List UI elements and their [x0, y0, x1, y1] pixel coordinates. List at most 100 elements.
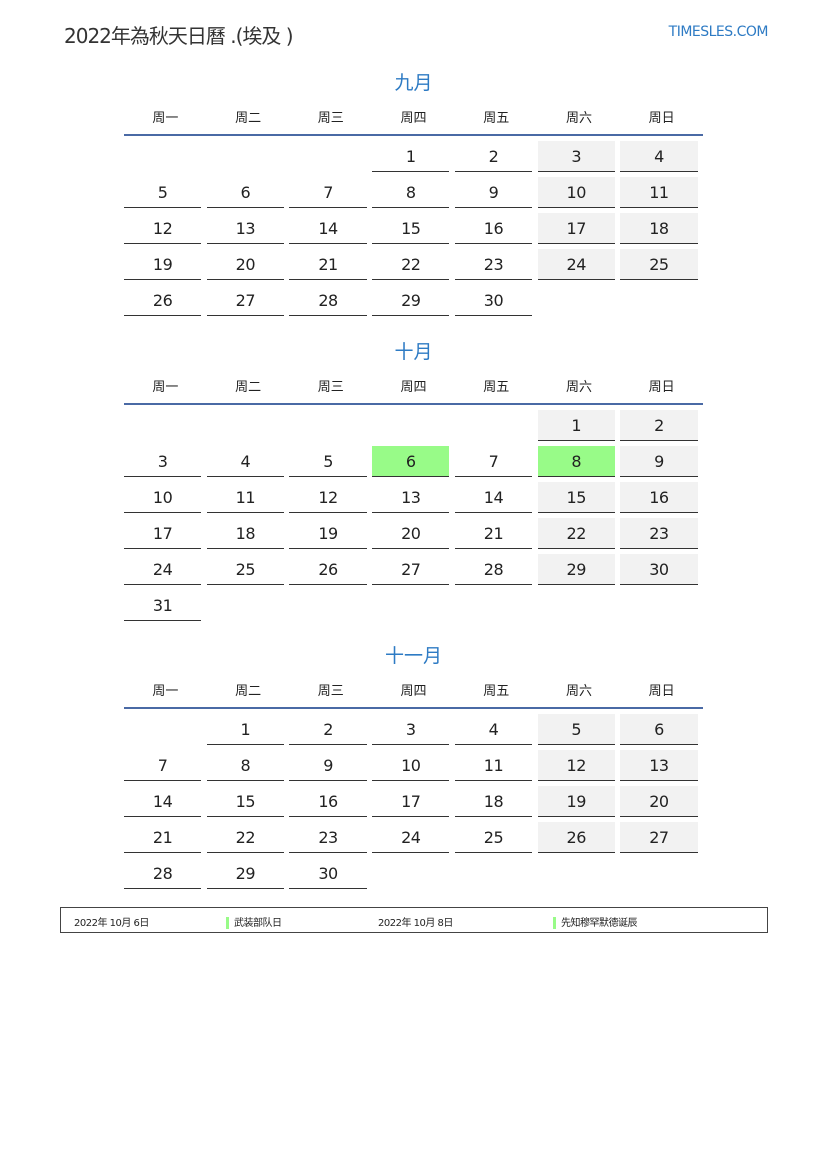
- day-cell[interactable]: 15: [372, 213, 450, 244]
- day-cell[interactable]: 20: [372, 518, 450, 549]
- week-row: 14 15 16 17 18 19 20: [124, 786, 703, 822]
- day-cell[interactable]: 18: [206, 518, 284, 549]
- day-cell[interactable]: 9: [454, 177, 533, 208]
- day-cell[interactable]: 26: [537, 822, 615, 853]
- day-cell[interactable]: 10: [537, 177, 615, 208]
- legend-holiday-name: 先知穆罕默德诞辰: [561, 918, 638, 929]
- day-cell[interactable]: 21: [124, 822, 202, 853]
- day-cell[interactable]: 31: [124, 590, 202, 621]
- day-cell[interactable]: 2: [454, 141, 533, 172]
- day-cell[interactable]: 3: [372, 714, 450, 745]
- day-cell[interactable]: 8: [537, 446, 615, 477]
- day-cell[interactable]: 17: [372, 786, 450, 817]
- month-calendar: 十月 周一 周二 周三 周四 周五 周六 周日 1 2 3 4 5 6 7 8 9 10 11 12 13 14 15 16 1…: [124, 334, 703, 626]
- day-cell[interactable]: 23: [620, 518, 698, 549]
- day-cell[interactable]: 21: [289, 249, 367, 280]
- day-cell[interactable]: 12: [537, 750, 615, 781]
- day-cell[interactable]: 25: [620, 249, 698, 280]
- day-cell[interactable]: 6: [620, 714, 698, 745]
- day-cell[interactable]: 13: [206, 213, 284, 244]
- day-cell[interactable]: 20: [206, 249, 284, 280]
- day-cell[interactable]: 29: [372, 285, 450, 316]
- day-cell[interactable]: 6: [206, 177, 284, 208]
- day-cell[interactable]: 28: [454, 554, 533, 585]
- day-cell[interactable]: 2: [620, 410, 698, 441]
- day-cell[interactable]: 18: [620, 213, 698, 244]
- day-cell[interactable]: 1: [372, 141, 450, 172]
- day-cell[interactable]: 19: [537, 786, 615, 817]
- day-cell[interactable]: 22: [537, 518, 615, 549]
- day-cell[interactable]: 13: [620, 750, 698, 781]
- day-cell[interactable]: 23: [454, 249, 533, 280]
- day-cell[interactable]: 6: [372, 446, 450, 477]
- weekday-label: 周六: [565, 380, 592, 395]
- day-cell[interactable]: 27: [620, 822, 698, 853]
- day-cell[interactable]: 14: [124, 786, 202, 817]
- empty-cell: [207, 590, 284, 621]
- day-cell[interactable]: 7: [454, 446, 533, 477]
- day-cell[interactable]: 25: [454, 822, 533, 853]
- day-cell[interactable]: 8: [372, 177, 450, 208]
- day-cell[interactable]: 4: [454, 714, 533, 745]
- week-row: 24 25 26 27 28 29 30: [124, 554, 703, 590]
- day-cell[interactable]: 3: [537, 141, 615, 172]
- day-cell[interactable]: 30: [620, 554, 698, 585]
- day-cell[interactable]: 30: [454, 285, 533, 316]
- day-cell[interactable]: 13: [372, 482, 450, 513]
- day-cell[interactable]: 26: [124, 285, 202, 316]
- day-cell[interactable]: 17: [124, 518, 202, 549]
- day-cell[interactable]: 19: [289, 518, 367, 549]
- weekday-label: 周日: [648, 684, 675, 699]
- day-cell[interactable]: 22: [372, 249, 450, 280]
- day-cell[interactable]: 24: [124, 554, 202, 585]
- day-cell[interactable]: 22: [206, 822, 284, 853]
- day-cell[interactable]: 10: [124, 482, 202, 513]
- weekday-label: 周四: [400, 684, 427, 699]
- day-cell[interactable]: 24: [372, 822, 450, 853]
- day-cell[interactable]: 14: [289, 213, 367, 244]
- day-cell[interactable]: 3: [124, 446, 202, 477]
- day-cell[interactable]: 1: [206, 714, 284, 745]
- day-cell[interactable]: 23: [289, 822, 367, 853]
- day-cell[interactable]: 11: [620, 177, 698, 208]
- day-cell[interactable]: 20: [620, 786, 698, 817]
- day-cell[interactable]: 26: [289, 554, 367, 585]
- day-cell[interactable]: 16: [289, 786, 367, 817]
- day-cell[interactable]: 4: [620, 141, 698, 172]
- day-cell[interactable]: 24: [537, 249, 615, 280]
- day-cell[interactable]: 15: [206, 786, 284, 817]
- day-cell[interactable]: 1: [537, 410, 615, 441]
- day-cell[interactable]: 11: [206, 482, 284, 513]
- day-cell[interactable]: 16: [454, 213, 533, 244]
- day-cell[interactable]: 12: [289, 482, 367, 513]
- day-cell[interactable]: 30: [289, 858, 367, 889]
- day-cell[interactable]: 25: [206, 554, 284, 585]
- day-cell[interactable]: 9: [620, 446, 698, 477]
- day-cell[interactable]: 17: [537, 213, 615, 244]
- day-cell[interactable]: 7: [124, 750, 202, 781]
- day-cell[interactable]: 2: [289, 714, 367, 745]
- day-cell[interactable]: 27: [372, 554, 450, 585]
- day-cell[interactable]: 8: [206, 750, 284, 781]
- day-cell[interactable]: 12: [124, 213, 202, 244]
- day-cell[interactable]: 29: [206, 858, 284, 889]
- site-logo[interactable]: TIMESLES.COM: [668, 24, 769, 40]
- day-cell[interactable]: 5: [537, 714, 615, 745]
- day-cell[interactable]: 21: [454, 518, 533, 549]
- day-cell[interactable]: 9: [289, 750, 367, 781]
- day-cell[interactable]: 5: [289, 446, 367, 477]
- day-cell[interactable]: 16: [620, 482, 698, 513]
- day-cell[interactable]: 15: [537, 482, 615, 513]
- day-cell[interactable]: 4: [206, 446, 284, 477]
- day-cell[interactable]: 18: [454, 786, 533, 817]
- day-cell[interactable]: 27: [206, 285, 284, 316]
- day-cell[interactable]: 10: [372, 750, 450, 781]
- day-cell[interactable]: 14: [454, 482, 533, 513]
- day-cell[interactable]: 7: [289, 177, 367, 208]
- day-cell[interactable]: 19: [124, 249, 202, 280]
- day-cell[interactable]: 28: [289, 285, 367, 316]
- day-cell[interactable]: 5: [124, 177, 202, 208]
- day-cell[interactable]: 28: [124, 858, 202, 889]
- day-cell[interactable]: 29: [537, 554, 615, 585]
- day-cell[interactable]: 11: [454, 750, 533, 781]
